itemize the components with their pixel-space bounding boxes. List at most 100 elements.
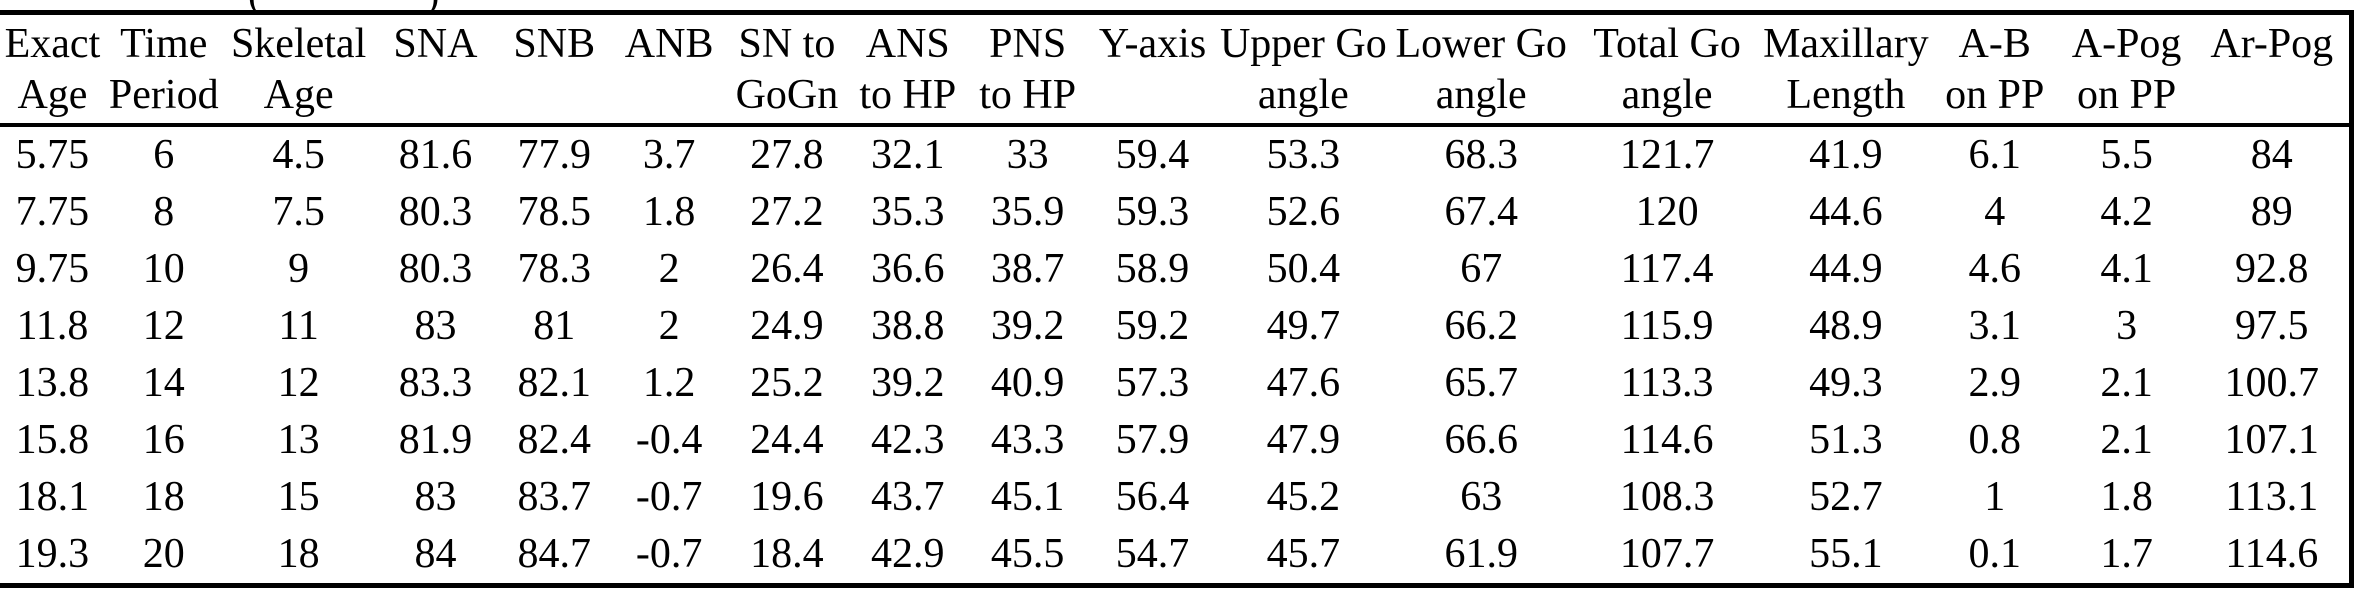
cell-y-axis: 57.9 xyxy=(1115,417,1190,463)
cropped-caption-strip: ( ) xyxy=(0,0,2354,10)
table-row: 18.1 18 15 83 83.7 -0.7 19.6 43.7 45.1 56.4 45.2 63… xyxy=(0,469,2352,526)
cell-a-b-on-pp: 4 xyxy=(1984,189,2006,235)
cell-snb: 81 xyxy=(533,303,576,349)
header-line1: SNB xyxy=(513,21,596,67)
cell-ar-pog: 114.6 xyxy=(2225,531,2319,577)
cell-lower-go-angle: 65.7 xyxy=(1444,360,1518,406)
column-header-time-period: Time Period xyxy=(104,12,223,127)
cell-a-pog-on-pp: 2.1 xyxy=(2100,360,2153,406)
cell-time-period: 20 xyxy=(142,531,185,577)
header-line2: to HP xyxy=(859,72,957,118)
cell-maxillary-length: 52.7 xyxy=(1809,474,1883,520)
table-header: Exact Age Time Period Skeletal Age SNA S… xyxy=(0,12,2352,127)
cell-skeletal-age: 4.5 xyxy=(272,132,325,178)
header-line2: Age xyxy=(263,72,334,118)
cell-pns-to-hp: 38.7 xyxy=(990,246,1065,292)
column-header-pns-to-hp: PNS to HP xyxy=(967,12,1088,127)
column-header-maxillary-length: Maxillary Length xyxy=(1761,12,1931,127)
header-line1: Time xyxy=(120,21,208,67)
table-row: 5.75 6 4.5 81.6 77.9 3.7 27.8 32.1 33 59.4 53.3 68.… xyxy=(0,125,2352,184)
cell-skeletal-age: 9 xyxy=(288,246,310,292)
column-header-sn-to-gogn: SN to GoGn xyxy=(726,12,848,127)
cell-sn-to-gogn: 19.6 xyxy=(750,474,824,520)
header-line1: ANB xyxy=(624,21,714,67)
header-line2: Length xyxy=(1786,72,1906,118)
cell-lower-go-angle: 66.2 xyxy=(1444,303,1518,349)
header-line1: PNS xyxy=(989,21,1067,67)
column-header-lower-go-angle: Lower Go angle xyxy=(1389,12,1574,127)
header-line2: angle xyxy=(1257,72,1349,118)
cell-a-b-on-pp: 6.1 xyxy=(1968,132,2021,178)
cell-a-pog-on-pp: 5.5 xyxy=(2100,132,2153,178)
cell-ans-to-hp: 39.2 xyxy=(871,360,945,406)
cell-ar-pog: 92.8 xyxy=(2235,246,2309,292)
cell-a-pog-on-pp: 4.1 xyxy=(2100,246,2153,292)
cell-ans-to-hp: 42.3 xyxy=(871,417,945,463)
cell-upper-go-angle: 52.6 xyxy=(1266,189,1341,235)
cell-snb: 78.3 xyxy=(517,246,592,292)
cell-sna: 81.9 xyxy=(398,417,473,463)
cell-ans-to-hp: 35.3 xyxy=(871,189,945,235)
cephalometric-data-table: Exact Age Time Period Skeletal Age SNA S… xyxy=(0,10,2354,588)
cell-total-go-angle: 107.7 xyxy=(1619,531,1715,577)
header-line1: A-Pog xyxy=(2071,21,2182,67)
header-line1: Exact xyxy=(4,21,101,67)
cell-total-go-angle: 108.3 xyxy=(1619,474,1715,520)
cell-maxillary-length: 44.6 xyxy=(1809,189,1883,235)
header-line1: Total Go xyxy=(1593,21,1741,67)
column-header-upper-go-angle: Upper Go angle xyxy=(1217,12,1390,127)
cell-y-axis: 59.2 xyxy=(1115,303,1190,349)
cell-anb: 1.8 xyxy=(642,189,696,235)
cell-pns-to-hp: 45.1 xyxy=(990,474,1065,520)
cell-pns-to-hp: 40.9 xyxy=(990,360,1065,406)
cell-skeletal-age: 12 xyxy=(277,360,320,406)
cell-time-period: 10 xyxy=(142,246,185,292)
cell-time-period: 18 xyxy=(142,474,185,520)
header-line2: GoGn xyxy=(735,72,839,118)
cell-snb: 82.1 xyxy=(517,360,592,406)
cell-a-b-on-pp: 2.9 xyxy=(1968,360,2021,406)
cell-upper-go-angle: 49.7 xyxy=(1266,303,1341,349)
header-row: Exact Age Time Period Skeletal Age SNA S… xyxy=(0,12,2352,127)
cell-exact-age: 15.8 xyxy=(15,417,90,463)
cell-upper-go-angle: 53.3 xyxy=(1266,132,1341,178)
cell-upper-go-angle: 50.4 xyxy=(1266,246,1341,292)
column-header-total-go-angle: Total Go angle xyxy=(1573,12,1761,127)
table-row: 11.8 12 11 83 81 2 24.9 38.8 39.2 59.2 49.7 66.2 115… xyxy=(0,298,2352,355)
cell-total-go-angle: 121.7 xyxy=(1619,132,1715,178)
cell-maxillary-length: 44.9 xyxy=(1809,246,1883,292)
cell-time-period: 12 xyxy=(142,303,185,349)
cell-sn-to-gogn: 27.8 xyxy=(750,132,824,178)
cell-exact-age: 5.75 xyxy=(15,132,90,178)
cell-sn-to-gogn: 27.2 xyxy=(750,189,824,235)
cell-ar-pog: 89 xyxy=(2250,189,2293,235)
cell-sna: 83 xyxy=(414,474,457,520)
column-header-ans-to-hp: ANS to HP xyxy=(847,12,968,127)
cell-pns-to-hp: 39.2 xyxy=(990,303,1065,349)
table-row: 7.75 8 7.5 80.3 78.5 1.8 27.2 35.3 35.9 59.3 52.6 6… xyxy=(0,184,2352,241)
cell-exact-age: 18.1 xyxy=(15,474,90,520)
header-line1: Ar-Pog xyxy=(2210,21,2334,67)
table-body: 5.75 6 4.5 81.6 77.9 3.7 27.8 32.1 33 59.4 53.3 68.… xyxy=(0,125,2352,586)
table-row: 15.8 16 13 81.9 82.4 -0.4 24.4 42.3 43.3 57.9 47.9… xyxy=(0,412,2352,469)
cell-a-b-on-pp: 0.8 xyxy=(1968,417,2021,463)
cell-ar-pog: 100.7 xyxy=(2224,360,2320,406)
cell-skeletal-age: 15 xyxy=(277,474,320,520)
cell-sn-to-gogn: 25.2 xyxy=(750,360,824,406)
cell-a-b-on-pp: 0.1 xyxy=(1968,531,2021,577)
column-header-snb: SNB xyxy=(496,12,613,127)
cropped-caption-left-paren: ( xyxy=(248,0,261,10)
column-header-exact-age: Exact Age xyxy=(0,12,105,127)
cell-ans-to-hp: 38.8 xyxy=(871,303,945,349)
header-line2: on PP xyxy=(1945,72,2045,118)
cell-sn-to-gogn: 26.4 xyxy=(750,246,824,292)
cell-anb: 2 xyxy=(658,303,680,349)
cell-pns-to-hp: 45.5 xyxy=(990,531,1065,577)
header-line1: Skeletal xyxy=(230,21,367,67)
cell-a-b-on-pp: 4.6 xyxy=(1968,246,2021,292)
header-line1: ANS xyxy=(865,21,950,67)
cell-a-pog-on-pp: 2.1 xyxy=(2100,417,2153,463)
cell-time-period: 14 xyxy=(142,360,185,406)
table-row: 19.3 20 18 84 84.7 -0.7 18.4 42.9 45.5 54.7 45.7 61… xyxy=(0,526,2352,586)
